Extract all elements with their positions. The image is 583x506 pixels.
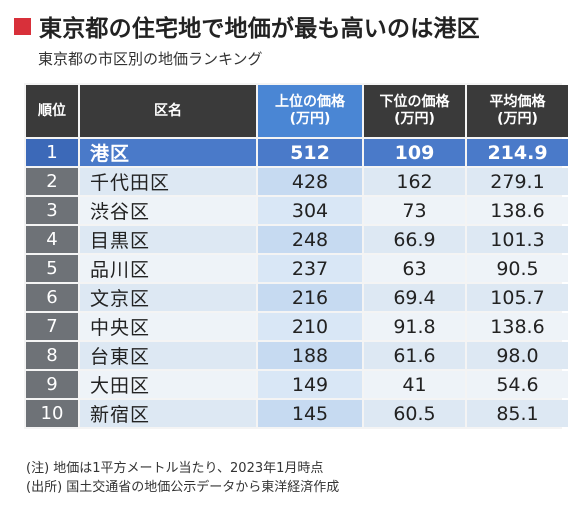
table-row: 2 千代田区 428 162 279.1 [26, 168, 568, 195]
lower-price-cell: 109 [364, 139, 465, 166]
title-row: 東京都の住宅地で地価が最も高いのは港区 [14, 10, 480, 42]
average-price-cell: 279.1 [467, 168, 568, 195]
average-price-cell: 85.1 [467, 400, 568, 427]
page-subtitle: 東京都の市区別の地価ランキング [38, 50, 263, 68]
table-row: 7 中央区 210 91.8 138.6 [26, 313, 568, 340]
lower-price-cell: 66.9 [364, 226, 465, 253]
rank-cell: 1 [26, 139, 78, 166]
average-price-cell: 138.6 [467, 197, 568, 224]
rank-cell: 9 [26, 371, 78, 398]
rank-cell: 10 [26, 400, 78, 427]
average-price-cell: 105.7 [467, 284, 568, 311]
ward-name-cell: 千代田区 [80, 168, 256, 195]
lower-price-cell: 91.8 [364, 313, 465, 340]
upper-price-cell: 149 [258, 371, 362, 398]
header-average-price: 平均価格 (万円) [467, 85, 568, 137]
table-row: 4 目黒区 248 66.9 101.3 [26, 226, 568, 253]
source-text: (出所) 国土交通省の地価公示データから東洋経済作成 [26, 480, 340, 495]
average-price-cell: 214.9 [467, 139, 568, 166]
rank-cell: 2 [26, 168, 78, 195]
average-price-cell: 98.0 [467, 342, 568, 369]
lower-price-cell: 63 [364, 255, 465, 282]
ward-name-cell: 品川区 [80, 255, 256, 282]
table-row: 1 港区 512 109 214.9 [26, 139, 568, 166]
note-text: (注) 地価は1平方メートル当たり、2023年1月時点 [26, 461, 324, 476]
ranking-table-container: 順位 区名 上位の価格 (万円) 下位の価格 (万円) 平均価格 (万円) 1 [24, 83, 568, 429]
ward-name-cell: 渋谷区 [80, 197, 256, 224]
upper-price-cell: 237 [258, 255, 362, 282]
table-row: 3 渋谷区 304 73 138.6 [26, 197, 568, 224]
upper-price-cell: 304 [258, 197, 362, 224]
rank-cell: 8 [26, 342, 78, 369]
table-row: 5 品川区 237 63 90.5 [26, 255, 568, 282]
average-price-cell: 101.3 [467, 226, 568, 253]
ward-name-cell: 台東区 [80, 342, 256, 369]
ward-name-cell: 大田区 [80, 371, 256, 398]
upper-price-cell: 216 [258, 284, 362, 311]
ward-name-cell: 港区 [80, 139, 256, 166]
lower-price-cell: 69.4 [364, 284, 465, 311]
rank-cell: 3 [26, 197, 78, 224]
average-price-cell: 54.6 [467, 371, 568, 398]
rank-cell: 5 [26, 255, 78, 282]
rank-cell: 6 [26, 284, 78, 311]
ranking-table: 順位 区名 上位の価格 (万円) 下位の価格 (万円) 平均価格 (万円) 1 [24, 83, 570, 429]
ward-name-cell: 新宿区 [80, 400, 256, 427]
ward-name-cell: 文京区 [80, 284, 256, 311]
average-price-cell: 90.5 [467, 255, 568, 282]
lower-price-cell: 60.5 [364, 400, 465, 427]
table-header-row: 順位 区名 上位の価格 (万円) 下位の価格 (万円) 平均価格 (万円) [26, 85, 568, 137]
upper-price-cell: 188 [258, 342, 362, 369]
upper-price-cell: 428 [258, 168, 362, 195]
lower-price-cell: 73 [364, 197, 465, 224]
header-name: 区名 [80, 85, 256, 137]
header-rank: 順位 [26, 85, 78, 137]
ward-name-cell: 中央区 [80, 313, 256, 340]
header-lower-price: 下位の価格 (万円) [364, 85, 465, 137]
upper-price-cell: 512 [258, 139, 362, 166]
average-price-cell: 138.6 [467, 313, 568, 340]
upper-price-cell: 248 [258, 226, 362, 253]
footnotes: (注) 地価は1平方メートル当たり、2023年1月時点 (出所) 国土交通省の地… [26, 459, 339, 497]
ward-name-cell: 目黒区 [80, 226, 256, 253]
table-row: 6 文京区 216 69.4 105.7 [26, 284, 568, 311]
table-row: 8 台東区 188 61.6 98.0 [26, 342, 568, 369]
lower-price-cell: 41 [364, 371, 465, 398]
header-upper-price: 上位の価格 (万円) [258, 85, 362, 137]
upper-price-cell: 145 [258, 400, 362, 427]
table-row: 9 大田区 149 41 54.6 [26, 371, 568, 398]
table-row: 10 新宿区 145 60.5 85.1 [26, 400, 568, 427]
title-marker [14, 17, 31, 35]
rank-cell: 4 [26, 226, 78, 253]
rank-cell: 7 [26, 313, 78, 340]
page-title: 東京都の住宅地で地価が最も高いのは港区 [39, 16, 480, 42]
upper-price-cell: 210 [258, 313, 362, 340]
lower-price-cell: 162 [364, 168, 465, 195]
lower-price-cell: 61.6 [364, 342, 465, 369]
